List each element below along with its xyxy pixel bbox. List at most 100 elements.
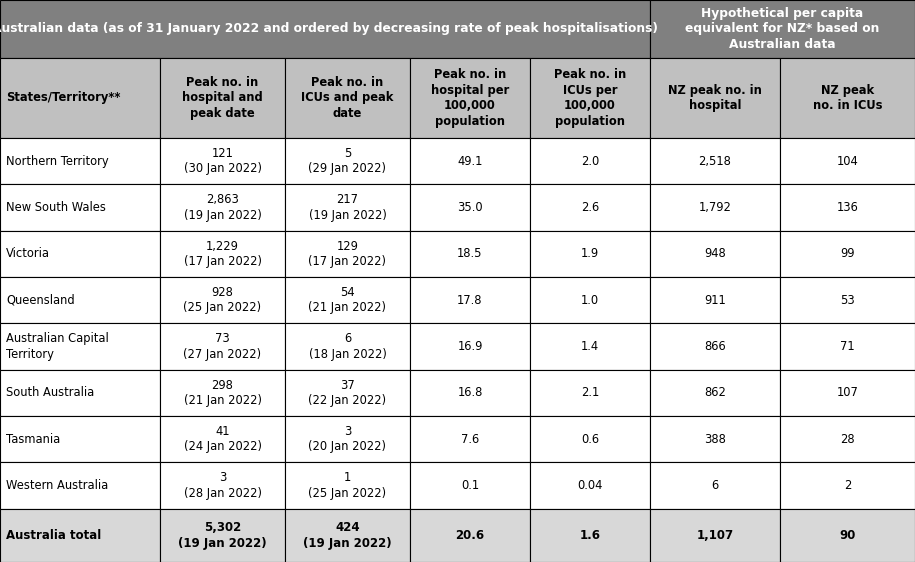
Text: 0.6: 0.6 xyxy=(581,433,599,446)
Text: 928
(25 Jan 2022): 928 (25 Jan 2022) xyxy=(183,286,262,314)
Text: 5,302
(19 Jan 2022): 5,302 (19 Jan 2022) xyxy=(178,521,267,550)
Text: 121
(30 Jan 2022): 121 (30 Jan 2022) xyxy=(184,147,262,175)
Bar xyxy=(530,184,650,230)
Text: 862: 862 xyxy=(704,386,726,399)
Text: 17.8: 17.8 xyxy=(458,294,483,307)
Bar xyxy=(285,230,410,277)
Bar xyxy=(160,138,285,184)
Bar xyxy=(410,184,530,230)
Bar xyxy=(285,277,410,323)
Bar xyxy=(780,184,915,230)
Bar xyxy=(650,184,780,230)
Text: NZ peak no. in
hospital: NZ peak no. in hospital xyxy=(668,84,762,112)
Bar xyxy=(410,230,530,277)
Bar xyxy=(530,277,650,323)
Bar xyxy=(410,463,530,509)
Bar xyxy=(0,230,160,277)
Text: 948: 948 xyxy=(705,247,726,260)
Bar xyxy=(160,416,285,463)
Text: 2: 2 xyxy=(844,479,851,492)
Bar xyxy=(0,509,160,562)
Bar xyxy=(780,323,915,370)
Bar xyxy=(650,416,780,463)
Text: 37
(22 Jan 2022): 37 (22 Jan 2022) xyxy=(308,379,386,407)
Text: 0.04: 0.04 xyxy=(577,479,603,492)
Text: 2.6: 2.6 xyxy=(581,201,599,214)
Text: States/Territory**: States/Territory** xyxy=(6,92,121,105)
Text: 107: 107 xyxy=(836,386,858,399)
Bar xyxy=(160,230,285,277)
Text: 49.1: 49.1 xyxy=(458,155,483,167)
Text: 217
(19 Jan 2022): 217 (19 Jan 2022) xyxy=(308,193,386,222)
Text: NZ peak
no. in ICUs: NZ peak no. in ICUs xyxy=(813,84,882,112)
Text: 16.8: 16.8 xyxy=(458,386,483,399)
Text: 1.4: 1.4 xyxy=(581,340,599,353)
Bar xyxy=(410,138,530,184)
Bar xyxy=(160,463,285,509)
Bar xyxy=(780,230,915,277)
Bar xyxy=(530,138,650,184)
Text: 3
(28 Jan 2022): 3 (28 Jan 2022) xyxy=(184,471,262,500)
Bar xyxy=(285,416,410,463)
Bar xyxy=(160,184,285,230)
Text: 104: 104 xyxy=(836,155,858,167)
Bar xyxy=(410,323,530,370)
Bar xyxy=(780,58,915,138)
Text: 129
(17 Jan 2022): 129 (17 Jan 2022) xyxy=(308,239,386,268)
Bar xyxy=(160,277,285,323)
Text: 388: 388 xyxy=(704,433,726,446)
Text: Victoria: Victoria xyxy=(6,247,50,260)
Bar xyxy=(410,370,530,416)
Text: Peak no. in
hospital per
100,000
population: Peak no. in hospital per 100,000 populat… xyxy=(431,68,509,128)
Text: 54
(21 Jan 2022): 54 (21 Jan 2022) xyxy=(308,286,386,314)
Bar xyxy=(650,323,780,370)
Bar xyxy=(160,509,285,562)
Text: Peak no. in
hospital and
peak date: Peak no. in hospital and peak date xyxy=(182,76,263,120)
Bar xyxy=(650,58,780,138)
Text: 99: 99 xyxy=(840,247,855,260)
Bar xyxy=(650,0,915,58)
Text: 6
(18 Jan 2022): 6 (18 Jan 2022) xyxy=(308,332,386,361)
Text: New South Wales: New South Wales xyxy=(6,201,106,214)
Text: Australian Capital
Territory: Australian Capital Territory xyxy=(6,332,109,361)
Bar xyxy=(285,323,410,370)
Bar xyxy=(0,416,160,463)
Bar xyxy=(410,58,530,138)
Bar xyxy=(285,463,410,509)
Bar xyxy=(0,277,160,323)
Bar xyxy=(285,509,410,562)
Bar xyxy=(410,277,530,323)
Bar xyxy=(530,58,650,138)
Bar xyxy=(530,463,650,509)
Text: 5
(29 Jan 2022): 5 (29 Jan 2022) xyxy=(308,147,386,175)
Text: Peak no. in
ICUs per
100,000
population: Peak no. in ICUs per 100,000 population xyxy=(554,68,626,128)
Text: 18.5: 18.5 xyxy=(458,247,483,260)
Text: Tasmania: Tasmania xyxy=(6,433,60,446)
Bar xyxy=(530,416,650,463)
Text: 3
(20 Jan 2022): 3 (20 Jan 2022) xyxy=(308,425,386,454)
Text: Australian data (as of 31 January 2022 and ordered by decreasing rate of peak ho: Australian data (as of 31 January 2022 a… xyxy=(0,22,658,35)
Text: 2.0: 2.0 xyxy=(581,155,599,167)
Text: 7.6: 7.6 xyxy=(461,433,479,446)
Bar xyxy=(0,370,160,416)
Text: 16.9: 16.9 xyxy=(458,340,483,353)
Text: Queensland: Queensland xyxy=(6,294,75,307)
Bar xyxy=(650,230,780,277)
Bar xyxy=(0,323,160,370)
Bar xyxy=(0,184,160,230)
Bar xyxy=(530,323,650,370)
Text: 6: 6 xyxy=(711,479,718,492)
Text: 0.1: 0.1 xyxy=(461,479,479,492)
Text: 73
(27 Jan 2022): 73 (27 Jan 2022) xyxy=(183,332,262,361)
Text: 2.1: 2.1 xyxy=(581,386,599,399)
Text: 1.6: 1.6 xyxy=(579,529,600,542)
Text: 298
(21 Jan 2022): 298 (21 Jan 2022) xyxy=(184,379,262,407)
Text: 41
(24 Jan 2022): 41 (24 Jan 2022) xyxy=(184,425,262,454)
Text: 53: 53 xyxy=(840,294,855,307)
Bar xyxy=(160,58,285,138)
Text: Western Australia: Western Australia xyxy=(6,479,108,492)
Text: 71: 71 xyxy=(840,340,855,353)
Bar xyxy=(530,509,650,562)
Text: 424
(19 Jan 2022): 424 (19 Jan 2022) xyxy=(303,521,392,550)
Bar xyxy=(780,509,915,562)
